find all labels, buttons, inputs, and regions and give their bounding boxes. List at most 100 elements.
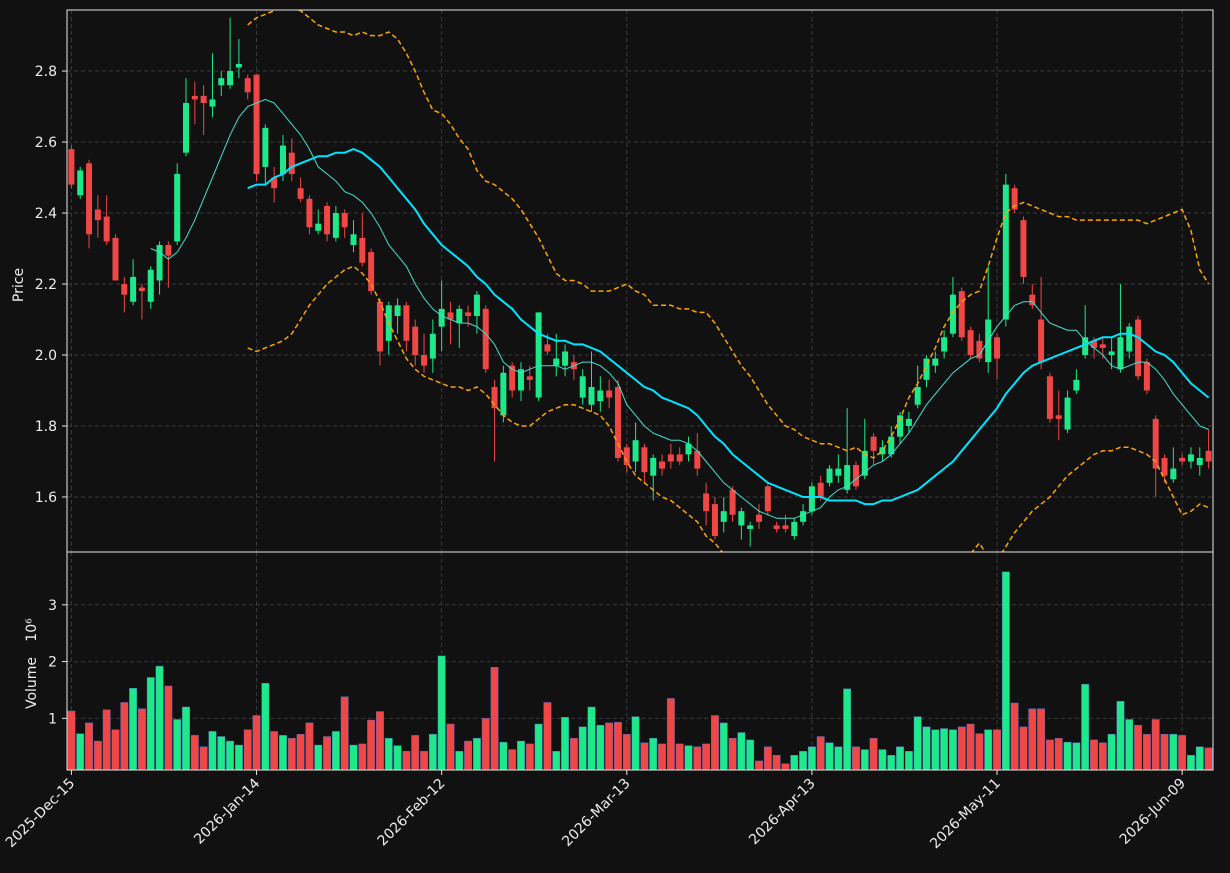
candle-body [271,177,278,189]
candle-body [888,436,895,455]
volume-bar [323,736,331,770]
volume-frame [66,551,1214,771]
candle-body [535,312,542,398]
candle-body [694,450,701,469]
candle-body [1073,379,1080,391]
candle-body [597,390,604,402]
volume-bar [728,738,737,770]
candle-body [1029,294,1036,306]
volume-bar [534,723,543,770]
candle-body [1117,337,1124,370]
candle-body [738,511,745,526]
candle-body [641,447,648,473]
candle-body [1135,319,1142,377]
volume-bar [896,746,904,770]
candle-body [588,386,595,405]
candle-body [729,489,736,515]
candle-body [438,308,445,327]
candle-body [703,493,710,512]
candle-body [1011,188,1018,210]
candle-body [341,213,348,228]
volume-bar [138,708,146,770]
volume-bar [605,722,614,770]
volume-bar [957,726,966,770]
indicator-line [247,265,1209,552]
volume-bar [684,745,693,770]
candle-body [941,337,948,352]
volume-bar [614,722,622,770]
volume-axis-label: Volume [24,657,40,709]
candle-body [227,71,234,86]
candle-body [86,163,93,235]
volume-bar [922,726,931,770]
candle-body [1196,457,1203,466]
indicator-line [150,98,1209,519]
candle-body [359,237,366,263]
volume-bar [658,743,666,770]
volume-bar [993,729,1001,770]
candle-body [394,305,401,316]
candle-body [482,308,489,370]
candle-body [421,355,428,366]
candle-body [747,525,754,529]
volume-bar [199,746,208,770]
volume-bar [182,706,190,770]
volume-bar [331,731,340,770]
candle-body [844,465,851,490]
candle-body [473,294,480,316]
volume-bar [772,755,781,770]
volume-bar [887,755,896,770]
candle-body [262,127,269,167]
volume-bar [940,728,949,770]
candle-body [932,358,939,366]
y-tick-label: 3 [48,598,57,614]
candle-body [914,386,921,405]
candle-body [994,337,1001,359]
volume-bar [464,740,473,770]
candle-body [949,294,956,334]
volume-bar [517,740,525,770]
volume-offset-label: 10⁶ [24,618,40,642]
candle-body [835,468,842,476]
volume-bar [473,738,481,770]
candle-body [1002,184,1009,320]
y-tick-label: 2.8 [35,64,57,80]
candle-body [791,521,798,537]
candle-body [306,198,313,228]
candle-body [1179,457,1186,462]
volume-bar [67,710,76,770]
volume-bar [737,732,746,770]
volume-bar [111,729,120,770]
volume-bar [763,746,772,770]
volume-bar [799,751,807,770]
volume-bar [437,655,446,770]
volume-bar [843,688,852,770]
candle-body [403,305,410,341]
candle-body [897,415,904,437]
candle-body [324,205,331,235]
indicator-line [247,10,1210,459]
volume-bar [428,734,437,770]
volume-bar [234,744,243,770]
volume-bar [481,718,490,770]
candle-body [1126,326,1133,352]
y-tick-label: 2.6 [35,135,57,151]
volume-bar [1125,719,1134,770]
volume-panel [67,571,1213,770]
candle-body [614,386,621,458]
price-panel [68,10,1212,552]
volume-bar [217,736,226,770]
volume-bar [340,696,349,770]
volume-bar [569,738,578,770]
y-tick-label: 2.2 [35,277,57,293]
volume-bar [834,746,843,770]
volume-bar [949,729,957,770]
candle-body [174,173,181,242]
candle-body [711,504,718,537]
candle-body [288,152,295,174]
candle-body [183,102,190,153]
indicator-line [247,148,1210,506]
volume-bar [1072,742,1081,770]
volume-bar [525,743,534,770]
candle-body [465,312,472,316]
